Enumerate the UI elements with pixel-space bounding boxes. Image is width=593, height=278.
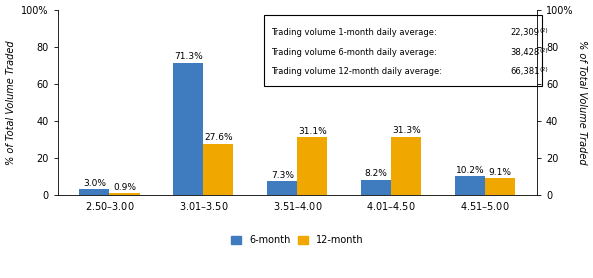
Text: 22,309: 22,309 xyxy=(511,28,540,37)
Text: 10.2%: 10.2% xyxy=(456,165,484,175)
Text: 0.9%: 0.9% xyxy=(113,183,136,192)
Y-axis label: % of Total Volume Traded: % of Total Volume Traded xyxy=(5,40,15,165)
Text: Trading volume 12-month daily average:: Trading volume 12-month daily average: xyxy=(271,67,442,76)
Text: 8.2%: 8.2% xyxy=(365,169,388,178)
Text: Trading volume 6-month daily average:: Trading volume 6-month daily average: xyxy=(271,48,437,56)
Bar xyxy=(267,181,297,195)
Bar xyxy=(173,63,203,195)
Text: 38,428: 38,428 xyxy=(510,48,540,56)
Legend: 6-month, 12-month: 6-month, 12-month xyxy=(228,232,367,249)
Text: 7.3%: 7.3% xyxy=(271,171,294,180)
Text: (2): (2) xyxy=(540,28,549,33)
FancyBboxPatch shape xyxy=(264,15,542,86)
Text: 31.3%: 31.3% xyxy=(392,126,420,135)
Text: 27.6%: 27.6% xyxy=(204,133,232,142)
Text: (2): (2) xyxy=(540,48,549,53)
Bar xyxy=(391,137,421,195)
Bar xyxy=(203,144,234,195)
Text: (2): (2) xyxy=(540,67,549,72)
Bar xyxy=(361,180,391,195)
Text: 31.1%: 31.1% xyxy=(298,127,327,136)
Bar xyxy=(485,178,515,195)
Bar xyxy=(297,137,327,195)
Y-axis label: % of Total Volume Traded: % of Total Volume Traded xyxy=(578,40,588,165)
Text: Trading volume 1-month daily average:: Trading volume 1-month daily average: xyxy=(271,28,436,37)
Bar xyxy=(79,189,110,195)
Text: 3.0%: 3.0% xyxy=(83,179,106,188)
Text: 71.3%: 71.3% xyxy=(174,52,203,61)
Bar xyxy=(110,193,139,195)
Text: 9.1%: 9.1% xyxy=(489,168,512,177)
Text: 66,381: 66,381 xyxy=(510,67,540,76)
Bar xyxy=(455,176,485,195)
